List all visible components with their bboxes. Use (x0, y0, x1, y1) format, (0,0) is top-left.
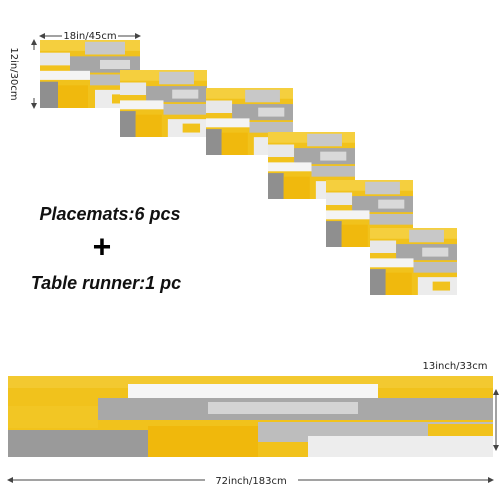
dimension-label: 18in/45cm (63, 31, 116, 42)
placemats-label: Placemats:6 pcs (39, 204, 180, 224)
plus-sign: + (93, 228, 112, 264)
table-runner (8, 376, 493, 457)
dimension-label: 12in/30cm (8, 47, 19, 100)
placemat (370, 228, 457, 295)
runner-label: Table runner:1 pc (31, 273, 181, 293)
dimension-label: 13inch/33cm (422, 361, 487, 372)
dimension-label: 72inch/183cm (215, 476, 286, 487)
placemat (120, 70, 207, 137)
